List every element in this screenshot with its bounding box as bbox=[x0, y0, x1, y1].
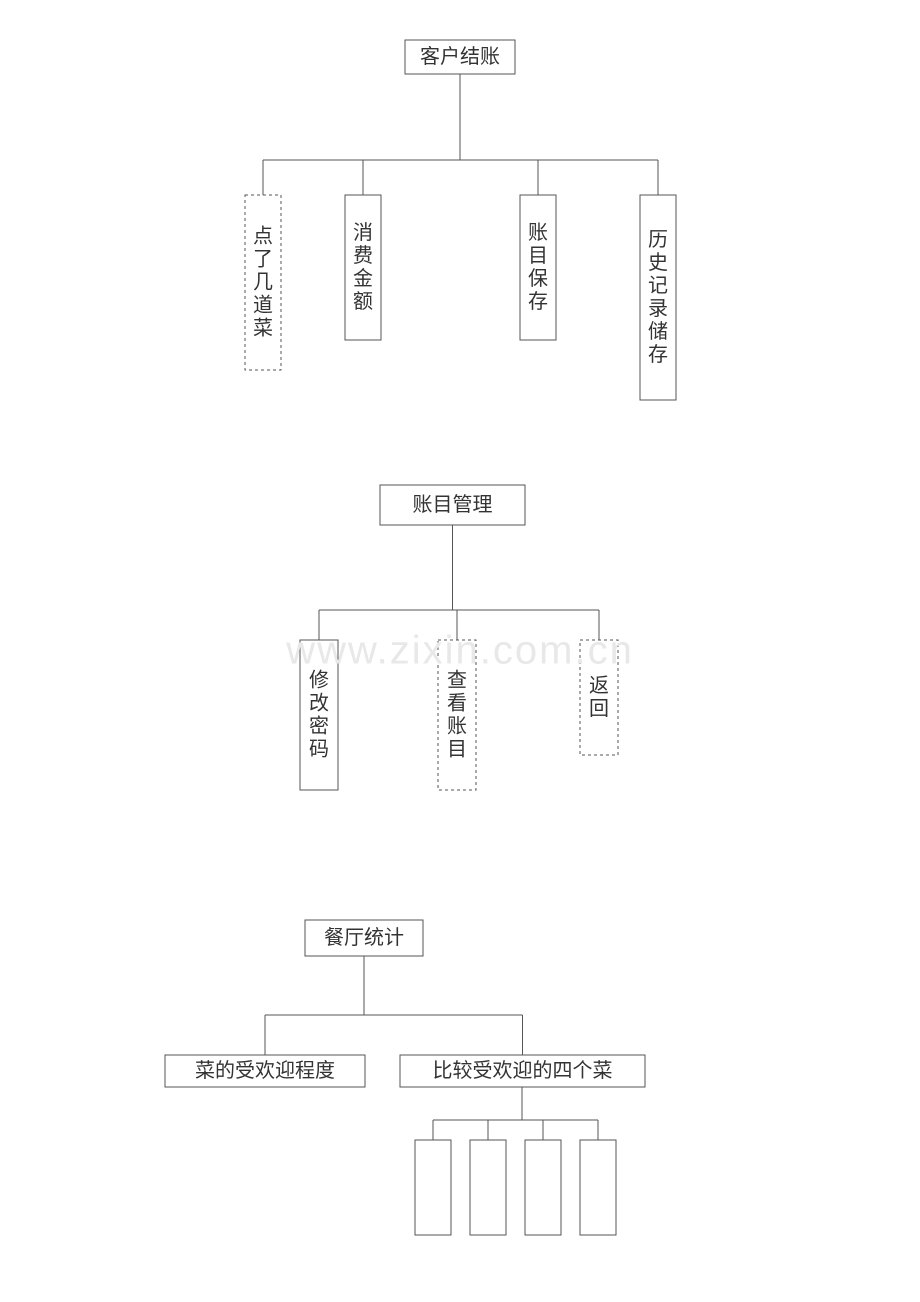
svg-text:了: 了 bbox=[253, 249, 273, 271]
svg-text:菜: 菜 bbox=[253, 317, 273, 340]
svg-text:回: 回 bbox=[589, 698, 609, 720]
svg-text:费: 费 bbox=[353, 244, 373, 267]
svg-text:码: 码 bbox=[309, 739, 329, 761]
svg-text:录: 录 bbox=[648, 298, 668, 320]
tree1-root-label: 客户结账 bbox=[420, 45, 500, 68]
svg-text:查: 查 bbox=[447, 669, 467, 692]
tree2-root-label: 账目管理 bbox=[413, 493, 493, 516]
svg-text:金: 金 bbox=[353, 267, 373, 290]
svg-text:返: 返 bbox=[589, 674, 609, 697]
svg-text:目: 目 bbox=[447, 739, 467, 761]
tree1-child-0-label: 点了几道菜 bbox=[253, 225, 273, 340]
tree1-child-1-label: 消费金额 bbox=[353, 221, 373, 313]
svg-text:存: 存 bbox=[528, 290, 548, 313]
svg-text:修: 修 bbox=[309, 669, 329, 692]
svg-text:史: 史 bbox=[648, 251, 668, 274]
svg-text:储: 储 bbox=[648, 320, 668, 343]
svg-text:改: 改 bbox=[309, 692, 329, 715]
svg-text:道: 道 bbox=[253, 294, 273, 317]
svg-text:目: 目 bbox=[528, 245, 548, 267]
svg-text:存: 存 bbox=[648, 343, 668, 366]
tree2-child-2-label: 返回 bbox=[589, 674, 609, 720]
svg-text:账: 账 bbox=[447, 715, 467, 738]
svg-text:额: 额 bbox=[353, 290, 373, 313]
tree3-child-0-label: 菜的受欢迎程度 bbox=[195, 1059, 335, 1082]
svg-text:历: 历 bbox=[648, 229, 668, 251]
svg-text:记: 记 bbox=[648, 274, 668, 297]
tree1-child-3-label: 历史记录储存 bbox=[648, 229, 668, 366]
tree1-child-2-label: 账目保存 bbox=[528, 221, 548, 313]
svg-text:点: 点 bbox=[253, 225, 273, 248]
tree3-root-label: 餐厅统计 bbox=[324, 926, 404, 949]
svg-text:账: 账 bbox=[528, 221, 548, 244]
svg-text:密: 密 bbox=[309, 715, 329, 738]
svg-text:几: 几 bbox=[253, 272, 273, 294]
tree3-child-1-label: 比较受欢迎的四个菜 bbox=[433, 1059, 613, 1082]
diagram-canvas: 客户结账点了几道菜消费金额账目保存历史记录储存账目管理修改密码查看账目返回餐厅统… bbox=[0, 0, 920, 1302]
svg-text:看: 看 bbox=[447, 692, 467, 715]
tree2-child-0-label: 修改密码 bbox=[309, 669, 329, 761]
svg-text:消: 消 bbox=[353, 221, 373, 244]
diagram-svg: 客户结账点了几道菜消费金额账目保存历史记录储存账目管理修改密码查看账目返回餐厅统… bbox=[0, 0, 920, 1302]
tree2-child-1-label: 查看账目 bbox=[447, 669, 467, 761]
svg-text:保: 保 bbox=[528, 267, 548, 290]
